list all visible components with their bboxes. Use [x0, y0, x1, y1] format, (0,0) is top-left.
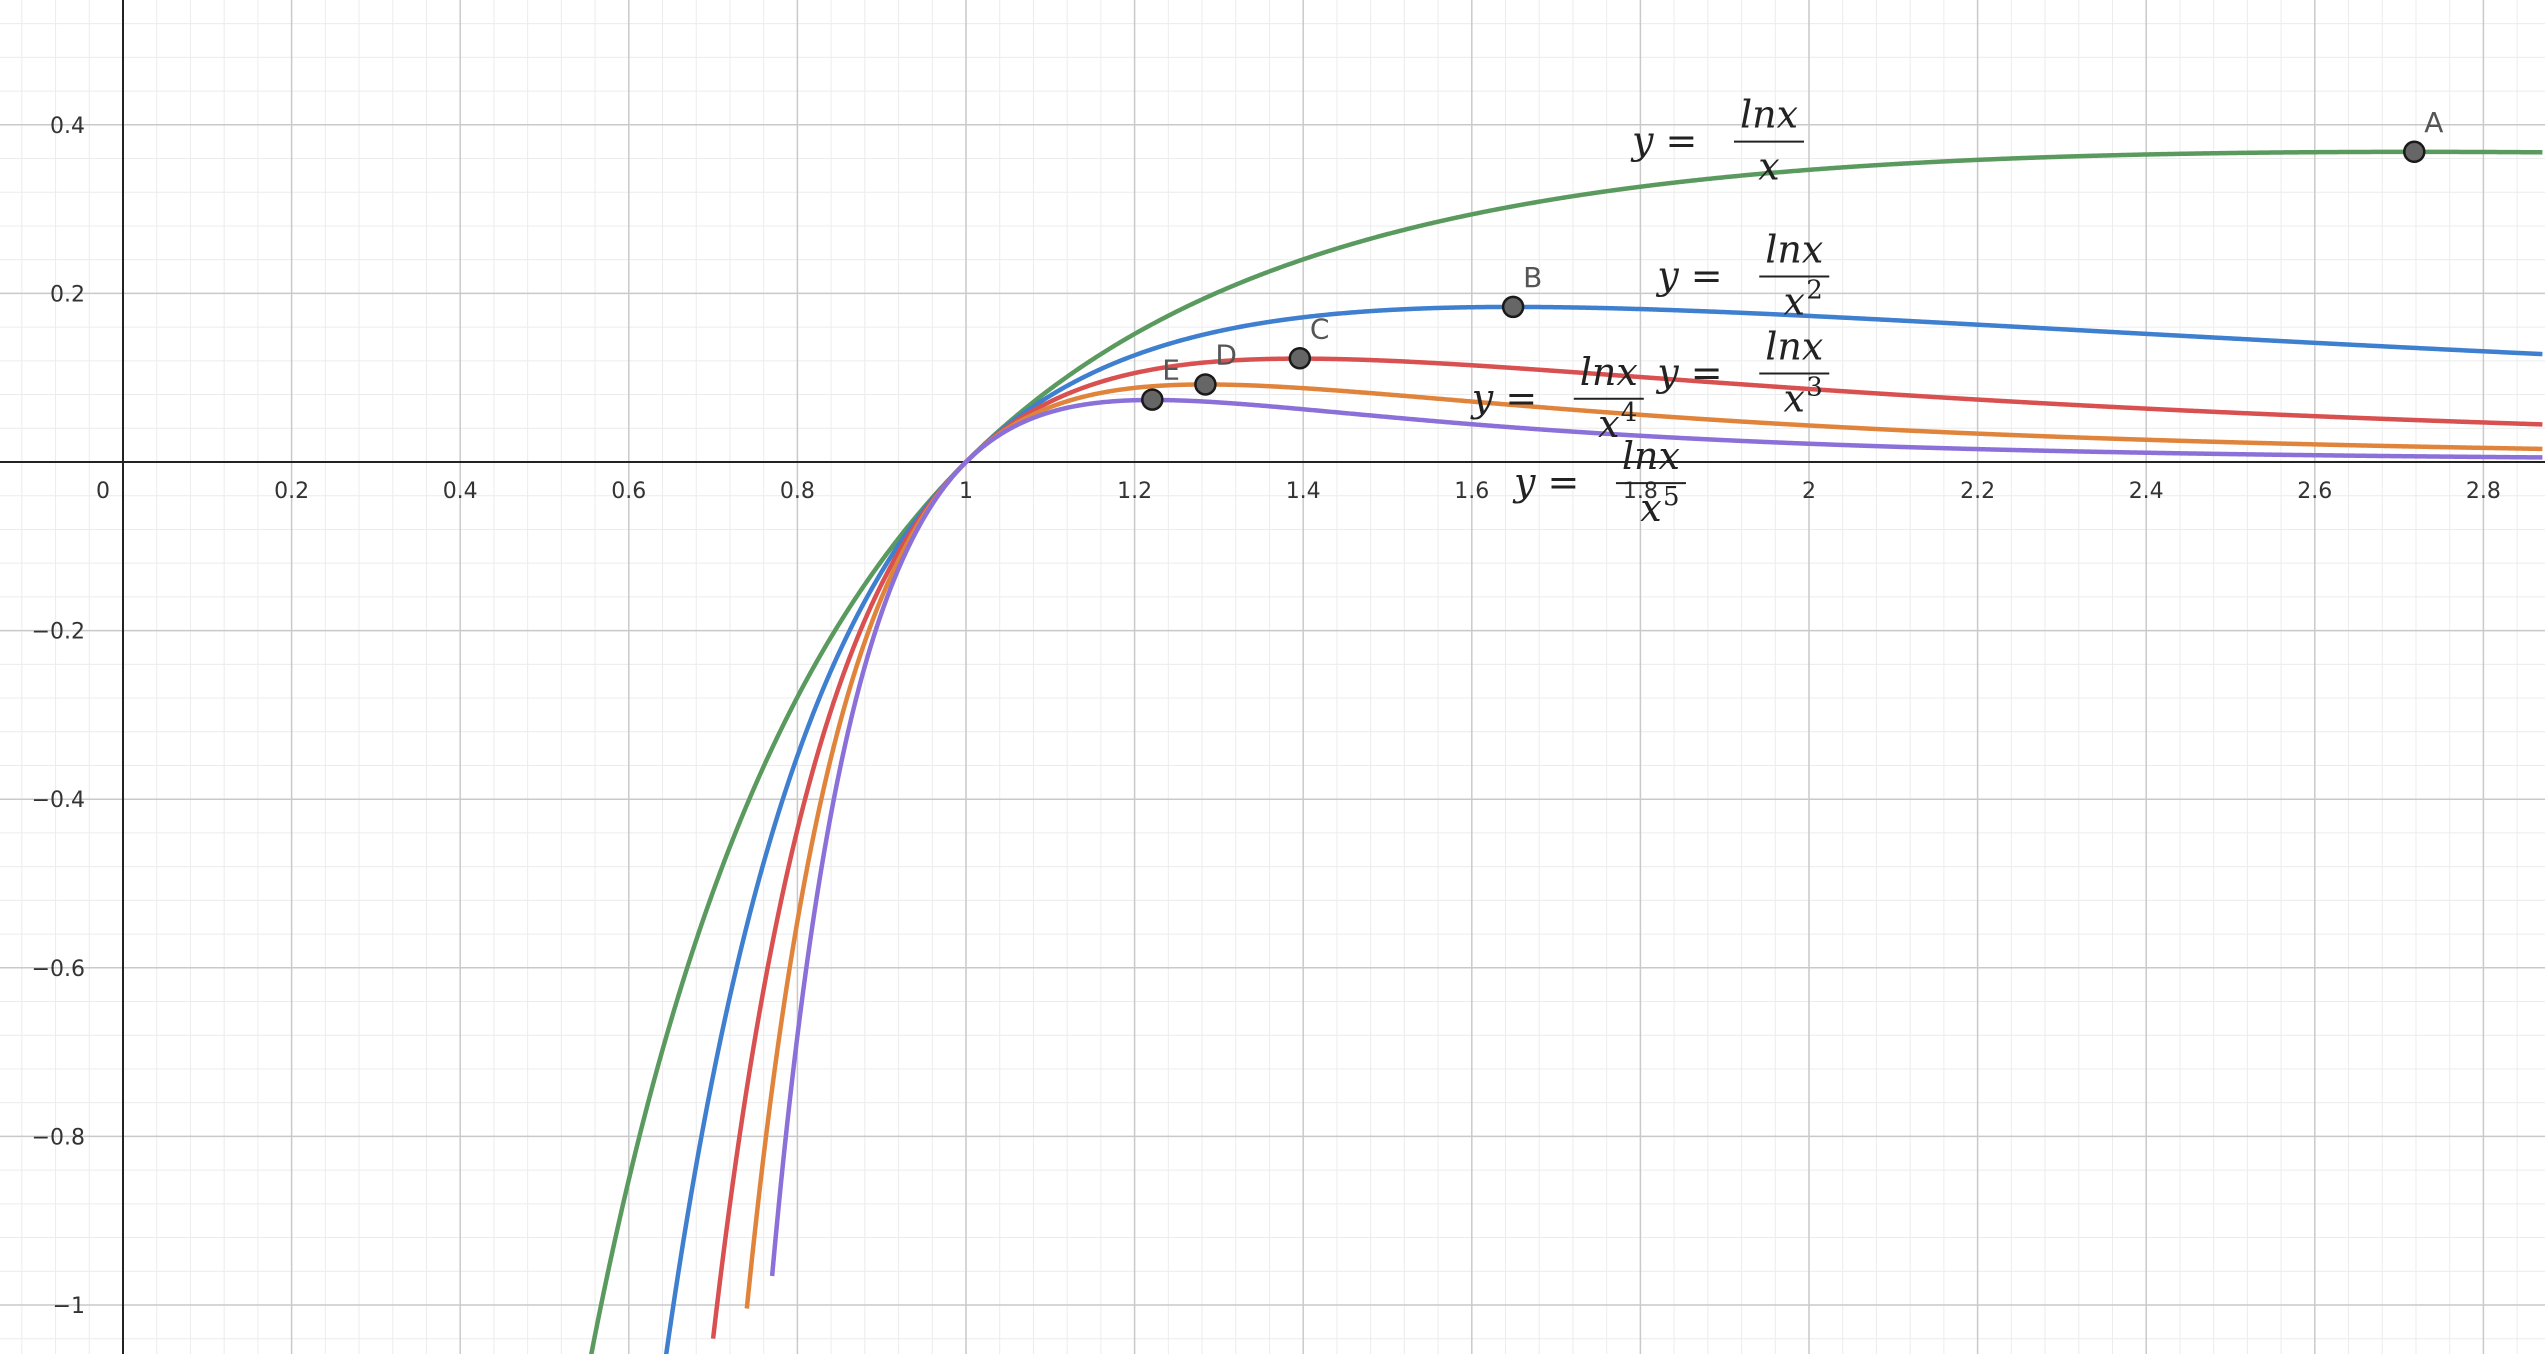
equation-label-2: y = lnx x 2 [1655, 228, 1830, 324]
x-tick-label: 1 [959, 479, 973, 504]
curve-ln-x-over-x-pow-2 [663, 304, 2544, 1354]
x-tick-label: 2.6 [2297, 479, 2332, 504]
equation-denominator: x [1640, 486, 1661, 530]
x-tick-label: 2.8 [2466, 479, 2501, 504]
equation-exponent: 5 [1663, 482, 1680, 512]
equation-label-1: y = lnx x [1630, 93, 1804, 189]
x-tick-label: 2.2 [1960, 479, 1995, 504]
equation-numerator: lnx [1765, 324, 1823, 368]
equation-lhs: y = [1470, 376, 1537, 420]
equation-numerator: lnx [1740, 93, 1798, 137]
x-tick-label: 2.4 [2129, 479, 2164, 504]
curve-ln-x-over-x-pow-4 [744, 382, 2544, 1309]
point-label-B: B [1523, 261, 1542, 294]
x-tick-label: 0.8 [780, 479, 815, 504]
origin-label: 0 [96, 479, 110, 504]
y-tick-label: −0.6 [32, 957, 85, 982]
x-tick-label: 1.2 [1117, 479, 1152, 504]
x-tick-label: 0.6 [611, 479, 646, 504]
equation-denominator: x [1784, 376, 1805, 420]
y-tick-label: −0.8 [32, 1125, 85, 1150]
curve-ln-x-over-x-pow-1 [589, 149, 2544, 1354]
equation-numerator: lnx [1622, 434, 1680, 478]
y-tick-label: 0.4 [50, 114, 85, 139]
equation-numerator: lnx [1580, 350, 1638, 394]
equation-label-4: y = lnx x 4 [1470, 350, 1644, 446]
point-B [1501, 295, 1525, 319]
equation-exponent: 2 [1806, 276, 1823, 306]
equation-lhs: y = [1512, 460, 1579, 504]
y-tick-label: −0.2 [32, 620, 85, 645]
curve-ln-x-over-x-pow-3 [710, 356, 2544, 1339]
x-tick-label: 1.4 [1286, 479, 1321, 504]
y-tick-label: 0.2 [50, 282, 85, 307]
equation-lhs: y = [1655, 350, 1722, 394]
y-tick-label: −1 [53, 1294, 85, 1319]
equation-numerator: lnx [1765, 228, 1823, 272]
equation-label-5: y = lnx x 5 [1512, 434, 1686, 530]
equation-exponent: 3 [1806, 372, 1823, 402]
point-label-A: A [2424, 106, 2443, 139]
point-label-E: E [1162, 354, 1180, 387]
curve-ln-x-over-x-pow-5 [769, 397, 2544, 1277]
point-E [1141, 388, 1164, 411]
equation-label-3: y = lnx x 3 [1655, 324, 1830, 420]
point-C [1288, 347, 1312, 370]
x-tick-label: 0.2 [274, 479, 309, 504]
x-tick-label: 1.6 [1454, 479, 1489, 504]
equation-exponent: 4 [1621, 398, 1638, 428]
equation-lhs: y = [1655, 254, 1722, 298]
y-tick-label: −0.4 [32, 788, 85, 813]
point-A [2403, 140, 2426, 164]
point-D [1194, 373, 1217, 396]
equation-denominator: x [1758, 145, 1779, 189]
equation-lhs: y = [1630, 119, 1697, 163]
equation-denominator: x [1598, 402, 1619, 446]
x-tick-label: 0.4 [443, 479, 478, 504]
x-tick-label: 2 [1802, 479, 1816, 504]
curves [589, 149, 2544, 1354]
point-label-D: D [1215, 338, 1237, 371]
tick-labels: 0.2 0.4 0.6 0.8 1 1.2 1.4 1.6 1.8 2 2.2 2.4 2.6 2.80.… [32, 114, 2501, 1319]
equation-denominator: x [1784, 280, 1805, 324]
special-points: A B C D E [1141, 106, 2443, 411]
point-label-C: C [1310, 312, 1330, 345]
